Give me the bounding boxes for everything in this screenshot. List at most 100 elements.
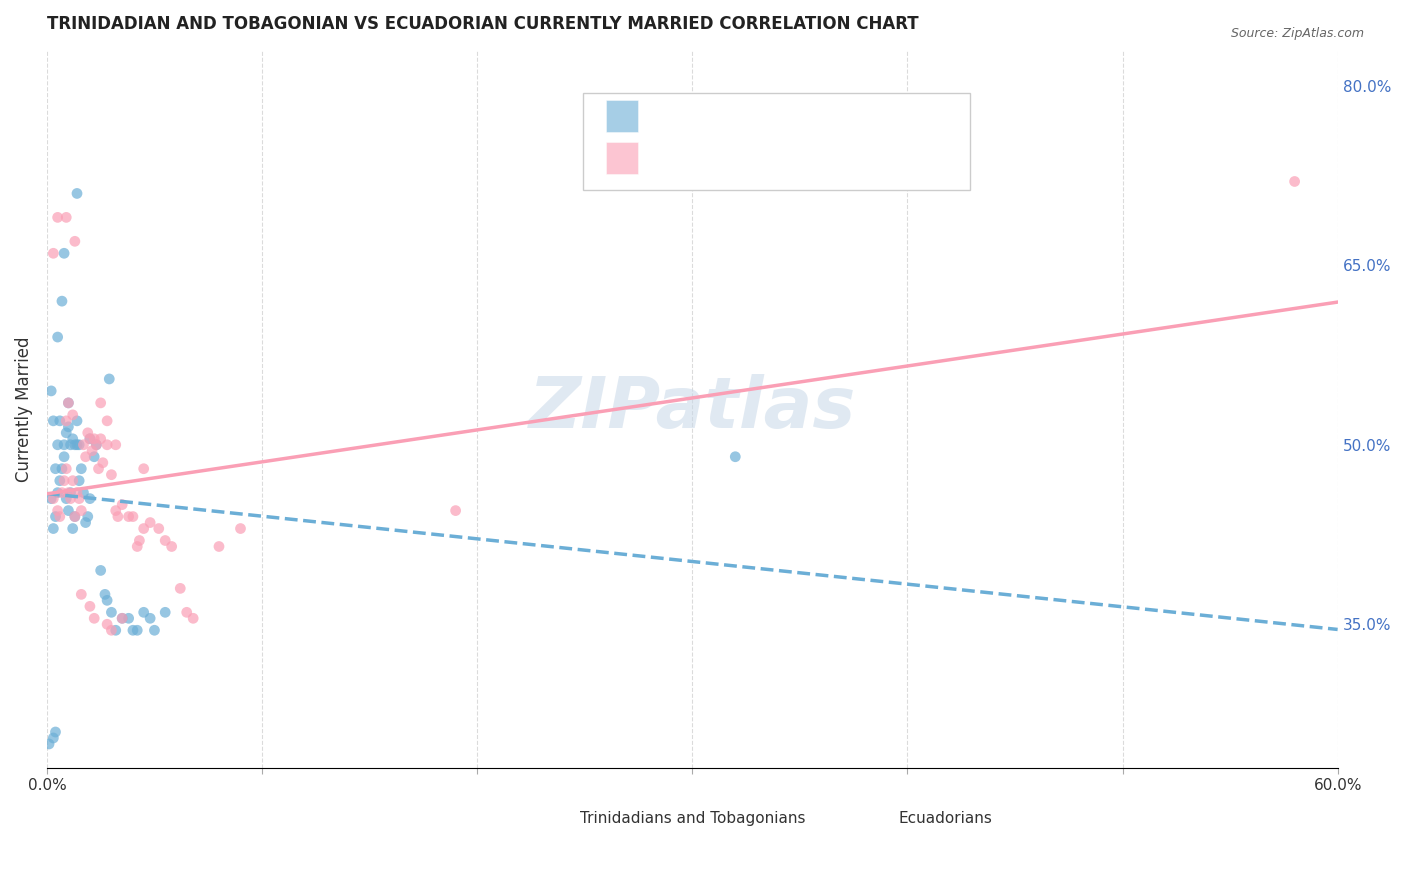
Point [98, 372, 121, 386]
Point [72, 438, 94, 452]
Point [63, 438, 86, 452]
Point [79, 491, 101, 506]
Point [83, 611, 105, 625]
Point [51, 461, 73, 475]
Point [44, 725, 66, 739]
Point [181, 611, 204, 625]
Point [104, 503, 127, 517]
Point [90, 563, 112, 577]
Point [70, 587, 93, 601]
Point [42, 522, 65, 536]
Point [86, 438, 108, 452]
Point [87, 461, 110, 475]
Point [49, 509, 72, 524]
Point [62, 474, 84, 488]
Point [63, 509, 86, 524]
Point [72, 485, 94, 500]
Point [55, 461, 77, 475]
Point [62, 408, 84, 422]
Point [132, 461, 155, 475]
FancyBboxPatch shape [582, 93, 970, 190]
Point [44, 509, 66, 524]
Point [724, 450, 747, 464]
FancyBboxPatch shape [606, 100, 638, 132]
Point [91, 456, 114, 470]
Point [96, 438, 118, 452]
Point [90, 432, 112, 446]
Point [104, 438, 127, 452]
Point [229, 522, 252, 536]
Point [67, 474, 90, 488]
Point [51, 485, 73, 500]
Point [42, 491, 65, 506]
Point [122, 624, 145, 638]
Point [58, 396, 80, 410]
Point [76, 425, 98, 440]
Point [139, 516, 162, 530]
Point [75, 450, 97, 464]
FancyBboxPatch shape [870, 805, 898, 828]
Point [100, 624, 122, 638]
Point [59, 485, 82, 500]
Text: Trinidadians and Tobagonians: Trinidadians and Tobagonians [579, 811, 806, 826]
Point [132, 605, 155, 619]
Point [79, 432, 101, 446]
Point [107, 509, 129, 524]
Point [80, 443, 103, 458]
Point [160, 540, 183, 554]
Point [51, 294, 73, 309]
FancyBboxPatch shape [606, 142, 638, 174]
Point [83, 432, 105, 446]
Point [53, 450, 76, 464]
Text: Source: ZipAtlas.com: Source: ZipAtlas.com [1230, 27, 1364, 40]
Point [79, 599, 101, 614]
Point [104, 624, 127, 638]
Point [62, 522, 84, 536]
Point [42, 414, 65, 428]
Point [122, 509, 145, 524]
Point [100, 467, 122, 482]
Point [66, 186, 89, 201]
Point [111, 498, 134, 512]
Point [100, 605, 122, 619]
Point [42, 731, 65, 745]
Point [94, 587, 117, 601]
Point [66, 414, 89, 428]
Text: ZIPatlas: ZIPatlas [529, 375, 856, 443]
Point [155, 605, 177, 619]
Point [76, 509, 98, 524]
Point [46, 211, 69, 225]
Point [59, 438, 82, 452]
Point [139, 611, 162, 625]
Point [55, 491, 77, 506]
Point [86, 438, 108, 452]
Point [79, 432, 101, 446]
Point [66, 438, 89, 452]
Point [66, 485, 89, 500]
Point [67, 438, 90, 452]
Point [127, 540, 149, 554]
Point [127, 624, 149, 638]
Point [176, 605, 198, 619]
Point [46, 503, 69, 517]
Point [46, 485, 69, 500]
Point [49, 414, 72, 428]
Point [55, 425, 77, 440]
Point [53, 474, 76, 488]
Point [148, 522, 170, 536]
Point [70, 503, 93, 517]
Point [44, 461, 66, 475]
Point [58, 503, 80, 517]
Point [59, 491, 82, 506]
Point [83, 450, 105, 464]
Point [444, 503, 467, 517]
Point [111, 611, 134, 625]
Point [63, 509, 86, 524]
Point [46, 330, 69, 344]
Point [58, 485, 80, 500]
Text: TRINIDADIAN AND TOBAGONIAN VS ECUADORIAN CURRENTLY MARRIED CORRELATION CHART: TRINIDADIAN AND TOBAGONIAN VS ECUADORIAN… [46, 15, 918, 33]
Point [55, 211, 77, 225]
Point [117, 509, 139, 524]
Point [90, 396, 112, 410]
Point [208, 540, 231, 554]
